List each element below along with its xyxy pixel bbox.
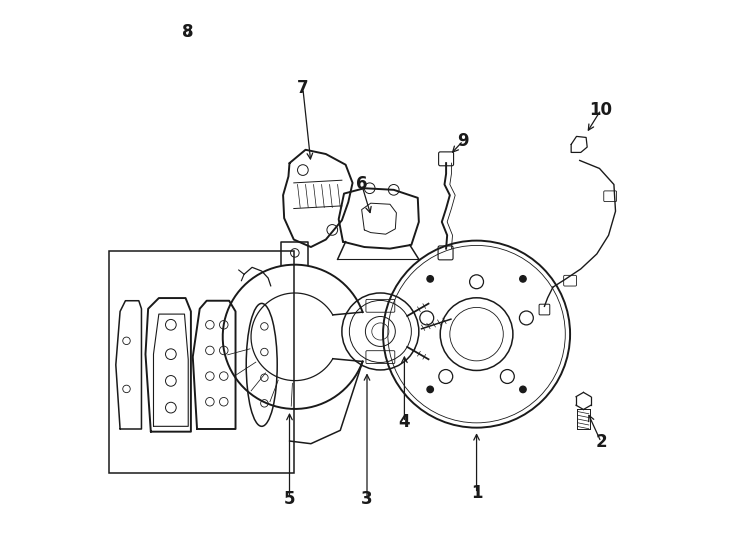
Circle shape <box>427 386 433 393</box>
Text: 5: 5 <box>284 490 295 508</box>
Circle shape <box>520 386 526 393</box>
Text: 2: 2 <box>595 433 607 451</box>
Text: 3: 3 <box>361 490 373 508</box>
Text: 8: 8 <box>182 23 194 41</box>
Circle shape <box>427 275 433 282</box>
Text: 1: 1 <box>470 484 482 502</box>
Text: 9: 9 <box>457 132 469 150</box>
Text: 10: 10 <box>589 100 613 119</box>
Circle shape <box>520 275 526 282</box>
Text: 4: 4 <box>399 413 410 431</box>
Bar <box>109 251 294 473</box>
Text: 6: 6 <box>356 176 368 193</box>
Text: 7: 7 <box>297 79 309 97</box>
